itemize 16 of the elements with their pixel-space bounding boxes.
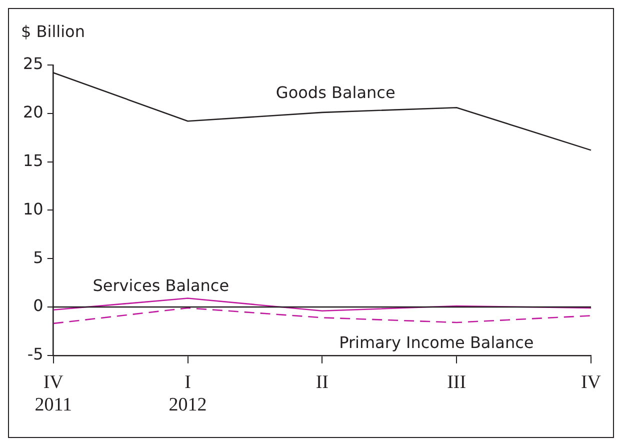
series-label: Primary Income Balance — [339, 332, 534, 352]
series-label: Goods Balance — [276, 83, 396, 102]
x-tick-label: IV 2011 — [34, 372, 72, 416]
x-tick-label: IV — [580, 372, 602, 393]
x-tick-label: I 2012 — [168, 372, 207, 416]
y-tick-label: 10 — [23, 199, 44, 218]
x-tick-label: III — [447, 372, 466, 393]
y-tick-label: 20 — [23, 102, 44, 122]
y-tick-label: -5 — [27, 344, 44, 364]
y-tick-label: 0 — [33, 296, 44, 316]
y-tick-label: 15 — [23, 150, 44, 170]
x-tick-label: II — [316, 372, 329, 393]
y-tick-label: 25 — [23, 54, 44, 74]
series-label: Services Balance — [92, 276, 230, 295]
y-tick-label: 5 — [33, 248, 44, 267]
y-axis-title: $ Billion — [21, 22, 85, 41]
